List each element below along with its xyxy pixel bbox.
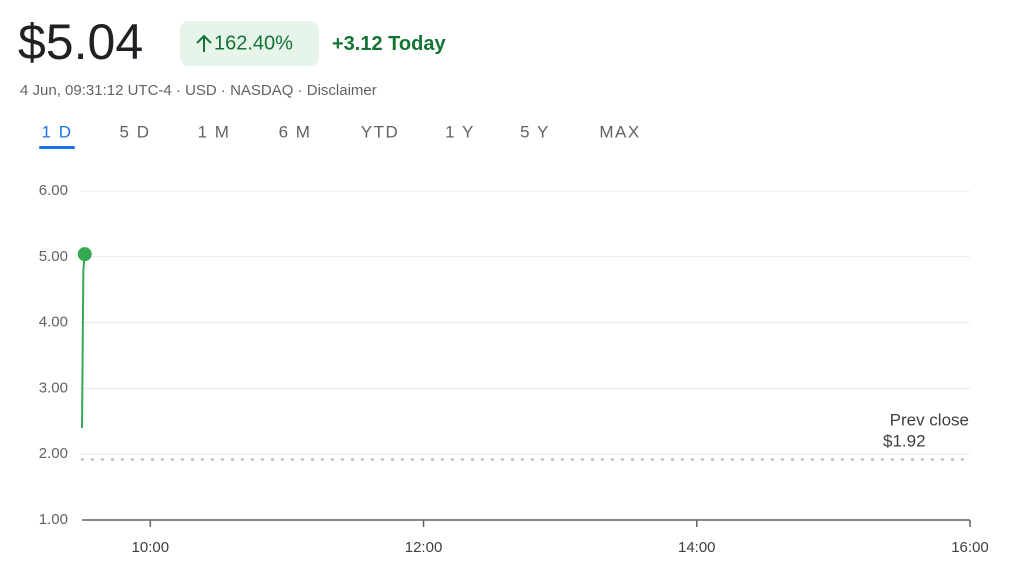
change-badge — [180, 21, 319, 66]
prev-close-label: $1.92 — [883, 431, 926, 450]
y-tick-label: 5.00 — [39, 248, 68, 265]
prev-close-title: Prev close — [890, 410, 969, 429]
y-tick-label: 6.00 — [39, 182, 68, 199]
tab[interactable]: 6 M — [279, 122, 312, 141]
tab[interactable]: 1 M — [198, 122, 231, 141]
x-tick-label: 14:00 — [678, 539, 716, 556]
y-tick-label: 1.00 — [39, 511, 68, 528]
change-period: Today — [388, 33, 446, 55]
meta: 4 Jun, 09:31:12 UTC-4 · USD · NASDAQ · D… — [20, 82, 377, 99]
tabs: 1 D 5 D 1 M 6 M YTD 1 Y 5 Y MAX — [39, 122, 640, 149]
tab[interactable]: 5 Y — [520, 122, 550, 141]
last-point — [77, 247, 92, 262]
price-line — [81, 254, 86, 428]
x-tick-label: 10:00 — [132, 539, 170, 556]
change-value: +3.12 — [332, 33, 383, 55]
x-tick-label: 16:00 — [951, 539, 989, 556]
change: +3.12 Today — [332, 33, 446, 55]
up-arrow — [196, 34, 212, 52]
y-tick-label: 3.00 — [39, 379, 68, 396]
tab[interactable]: MAX — [599, 122, 640, 141]
tab[interactable]: 1 D — [42, 122, 73, 141]
chart: 1.00 2.00 3.00 4.00 5.00 6.00 10:00 12:00 14:00 1… — [39, 182, 989, 556]
y-tick-label: 2.00 — [39, 445, 68, 462]
y-tick-label: 4.00 — [39, 314, 68, 331]
tab[interactable]: 5 D — [120, 122, 151, 141]
change-percent: 162.40% — [214, 32, 293, 54]
price: $5.04 — [18, 14, 143, 70]
tab-underline — [39, 146, 75, 149]
tab[interactable]: 1 Y — [445, 122, 475, 141]
x-tick-label: 12:00 — [405, 539, 443, 556]
tab[interactable]: YTD — [361, 122, 400, 141]
